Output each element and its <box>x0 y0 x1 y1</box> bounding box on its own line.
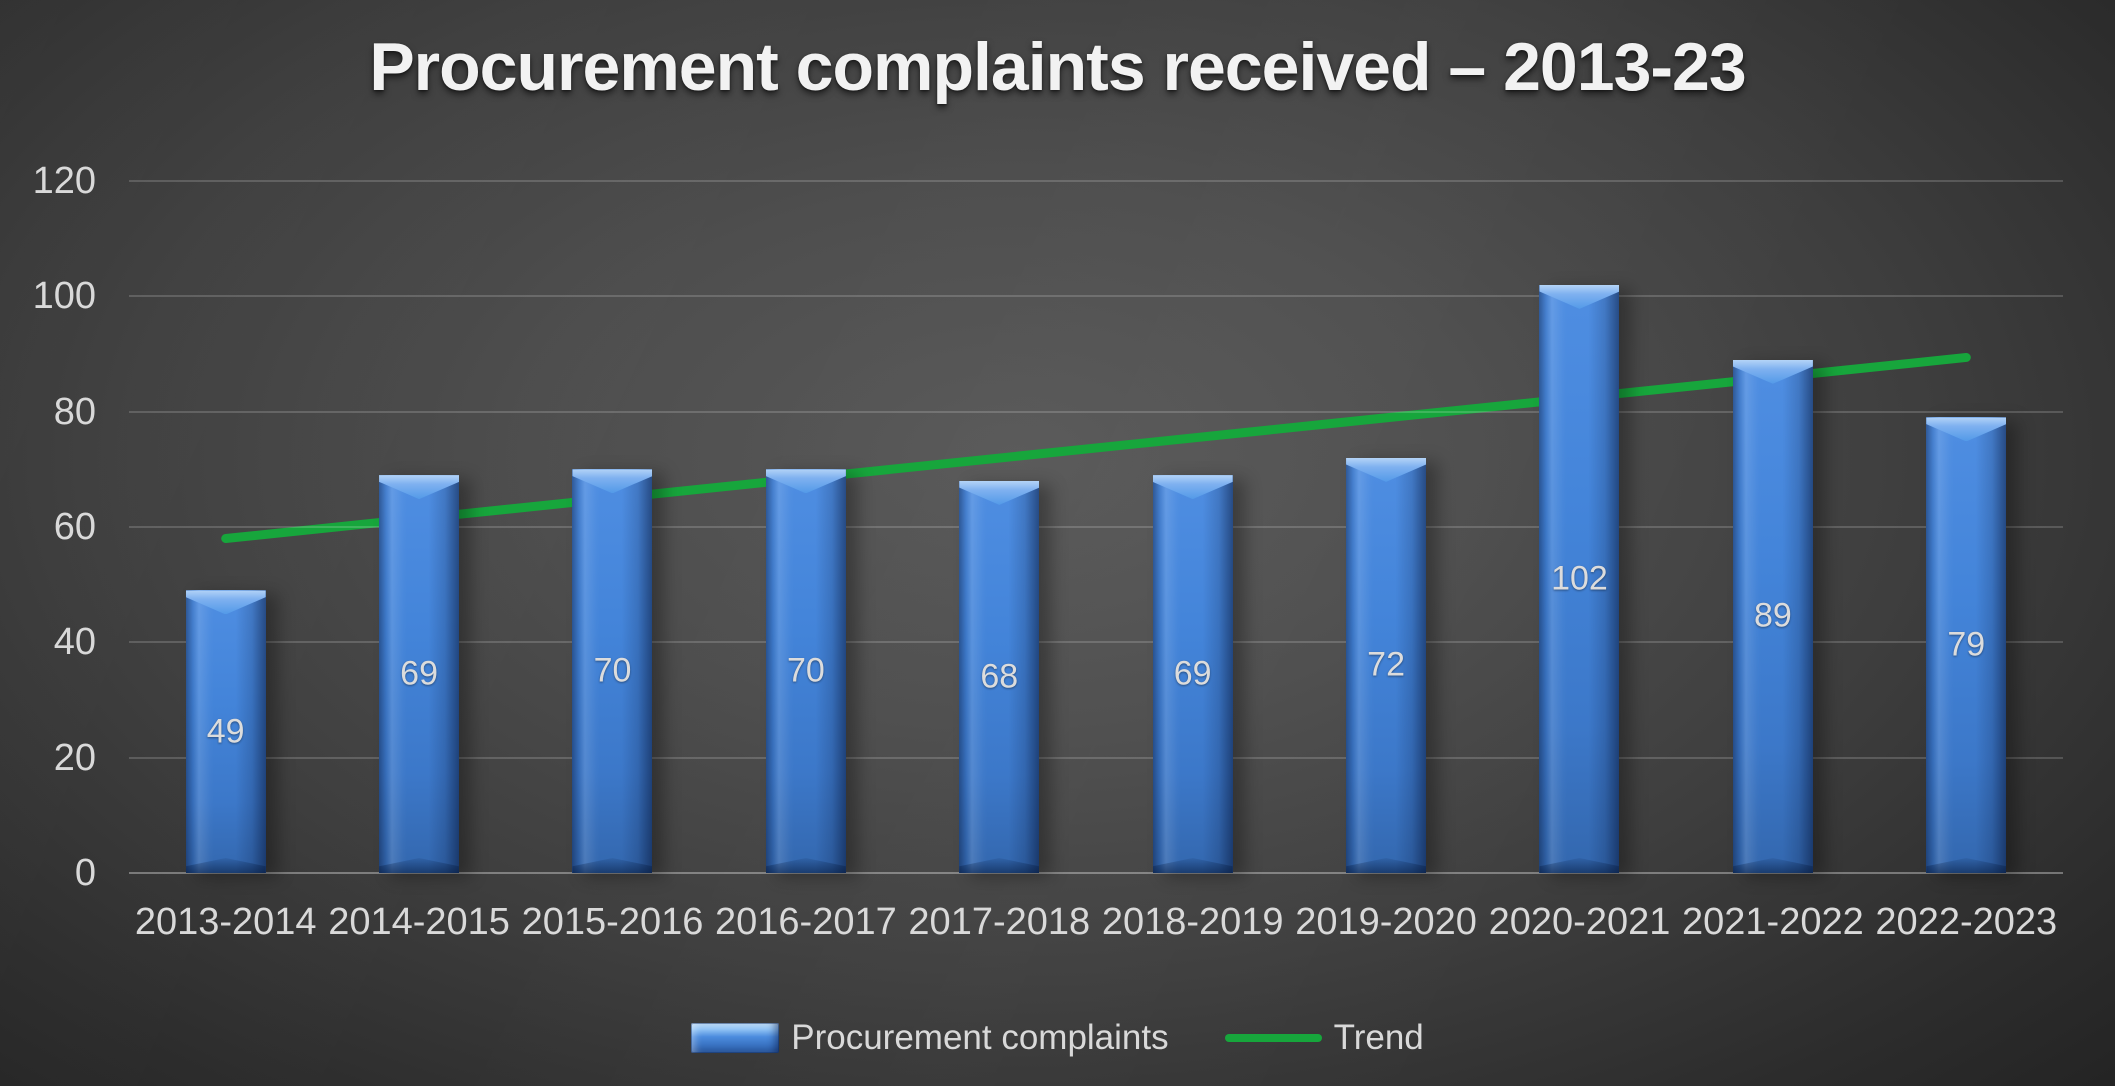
legend-item-procurement-complaints: Procurement complaints <box>691 1018 1169 1058</box>
x-tick-label: 2019-2020 <box>1295 901 1477 943</box>
bar-slot: 102 <box>1483 181 1676 873</box>
y-tick-label: 100 <box>32 275 96 318</box>
x-tick-label: 2021-2022 <box>1682 901 1864 943</box>
bar-value-label: 102 <box>1551 559 1608 598</box>
y-tick-label: 120 <box>32 160 96 202</box>
legend-item-label: Procurement complaints <box>791 1018 1169 1057</box>
legend-item-trend: Trend <box>1224 1018 1424 1058</box>
bar-2015-2016: 70 <box>572 469 653 873</box>
bar-2020-2021: 102 <box>1539 284 1620 873</box>
bar-value-label: 68 <box>980 657 1019 696</box>
x-tick-label: 2022-2023 <box>1875 901 2058 943</box>
y-tick-label: 40 <box>53 621 96 664</box>
gridline <box>129 526 2063 528</box>
bar-slot: 72 <box>1289 181 1482 873</box>
y-axis-labels: 0 20 40 60 80 100 120 <box>0 162 96 892</box>
x-tick-label: 2018-2019 <box>1101 901 1284 943</box>
legend-item-label: Trend <box>1333 1018 1424 1057</box>
bar-2019-2020: 72 <box>1346 457 1427 873</box>
bar-2013-2014: 49 <box>185 590 266 873</box>
bar-slot: 70 <box>709 181 902 873</box>
y-tick-label: 20 <box>53 736 96 779</box>
bar-2016-2017: 70 <box>765 469 846 873</box>
gridline <box>129 180 2063 182</box>
bar-value-label: 69 <box>1173 654 1212 693</box>
legend-line-swatch-icon <box>1224 1034 1322 1042</box>
gridline <box>129 410 2063 413</box>
bar-value-label: 49 <box>206 712 245 751</box>
y-tick-label: 60 <box>53 506 96 548</box>
bar-value-label: 89 <box>1753 596 1792 635</box>
y-tick-label: 0 <box>74 852 96 894</box>
gridline <box>129 641 2063 644</box>
bar-2018-2019: 69 <box>1152 475 1233 873</box>
legend: Procurement complaints Trend <box>0 1018 2115 1058</box>
legend-bar-swatch-icon <box>691 1023 780 1053</box>
chart-title: Procurement complaints received – 2013-2… <box>369 29 1746 105</box>
bar-slot: 89 <box>1676 181 1869 873</box>
bar-slot: 69 <box>1096 181 1289 873</box>
y-tick-label: 80 <box>53 390 96 433</box>
trend-line-svg <box>221 352 1971 544</box>
bar-slot: 70 <box>516 181 709 873</box>
x-axis-labels: 2013-2014 2014-2015 2015-2016 2016-2017 2017… <box>129 896 2063 952</box>
bar-slot: 69 <box>322 181 515 873</box>
x-tick-label: 2017-2018 <box>908 901 1091 943</box>
gridline <box>129 756 2063 759</box>
x-tick-label: 2015-2016 <box>521 901 704 943</box>
bar-2021-2022: 89 <box>1732 359 1813 873</box>
bar-slot: 68 <box>903 181 1096 873</box>
x-tick-label: 2014-2015 <box>328 901 510 943</box>
bar-slot: 49 <box>129 181 322 873</box>
gridline <box>129 295 2063 298</box>
bar-value-label: 79 <box>1947 625 1986 664</box>
trend-line <box>221 352 1971 544</box>
x-tick-label: 2020-2021 <box>1488 901 1671 943</box>
bar-value-label: 69 <box>400 654 438 693</box>
bar-2022-2023: 79 <box>1926 417 2007 873</box>
x-axis-line <box>129 872 2063 874</box>
bar-value-label: 70 <box>786 651 825 690</box>
bar-value-label: 70 <box>593 651 632 690</box>
x-tick-label: 2016-2017 <box>715 901 897 943</box>
bar-slot: 79 <box>1870 181 2063 873</box>
bar-2014-2015: 69 <box>379 475 460 873</box>
x-tick-label: 2013-2014 <box>134 901 317 943</box>
bar-2017-2018: 68 <box>959 480 1040 873</box>
plot-area: 49 69 70 70 68 69 72 102 89 79 <box>129 180 2063 874</box>
bar-value-label: 72 <box>1367 645 1405 684</box>
